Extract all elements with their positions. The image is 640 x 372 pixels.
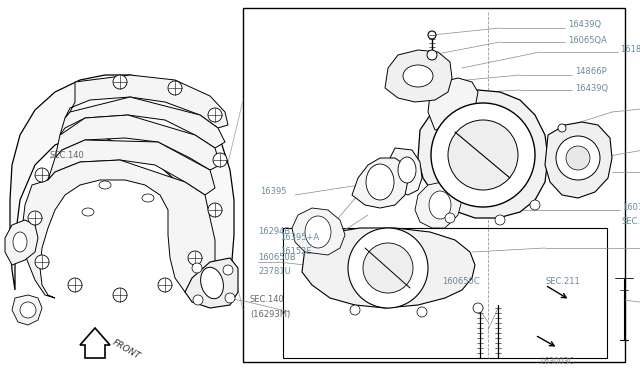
Circle shape — [363, 243, 413, 293]
Circle shape — [225, 293, 235, 303]
Circle shape — [431, 103, 535, 207]
Ellipse shape — [398, 157, 416, 183]
Ellipse shape — [403, 65, 433, 87]
Polygon shape — [418, 90, 548, 218]
Text: SEC.211: SEC.211 — [545, 278, 580, 286]
Circle shape — [495, 215, 505, 225]
Polygon shape — [55, 115, 220, 170]
Circle shape — [556, 136, 600, 180]
Text: SEC.211: SEC.211 — [622, 218, 640, 227]
Text: 16439Q: 16439Q — [575, 83, 608, 93]
Text: 14866P: 14866P — [575, 67, 607, 77]
Text: 16395: 16395 — [260, 187, 287, 196]
Bar — [283, 228, 607, 358]
Circle shape — [530, 200, 540, 210]
Ellipse shape — [429, 191, 451, 219]
Circle shape — [35, 255, 49, 269]
Text: 160650C: 160650C — [442, 278, 479, 286]
Text: 16076M: 16076M — [622, 203, 640, 212]
Text: 16395+A: 16395+A — [280, 234, 319, 243]
Text: SEC.140: SEC.140 — [50, 151, 84, 160]
Circle shape — [348, 228, 428, 308]
Polygon shape — [352, 158, 408, 208]
Circle shape — [28, 211, 42, 225]
Circle shape — [113, 288, 127, 302]
Circle shape — [158, 278, 172, 292]
Circle shape — [208, 108, 222, 122]
Bar — [243, 8, 625, 362]
Circle shape — [208, 203, 222, 217]
Polygon shape — [22, 160, 215, 298]
Polygon shape — [80, 328, 110, 358]
Circle shape — [473, 303, 483, 313]
Text: (16293M): (16293M) — [250, 311, 291, 320]
Circle shape — [188, 251, 202, 265]
Ellipse shape — [305, 216, 331, 248]
Polygon shape — [302, 228, 475, 308]
Circle shape — [223, 265, 233, 275]
Ellipse shape — [200, 267, 223, 299]
Polygon shape — [60, 97, 225, 148]
Polygon shape — [428, 78, 478, 130]
Text: 16439Q: 16439Q — [568, 20, 601, 29]
Polygon shape — [12, 295, 42, 325]
Ellipse shape — [13, 232, 27, 252]
Polygon shape — [385, 50, 452, 102]
Ellipse shape — [366, 164, 394, 200]
Circle shape — [350, 305, 360, 315]
Polygon shape — [10, 75, 234, 295]
Circle shape — [68, 278, 82, 292]
Circle shape — [448, 120, 518, 190]
Circle shape — [20, 302, 36, 318]
Text: SEC.140: SEC.140 — [250, 295, 285, 305]
Polygon shape — [65, 75, 228, 128]
Circle shape — [428, 31, 436, 39]
Circle shape — [558, 124, 566, 132]
Text: 160650B: 160650B — [258, 253, 296, 263]
Polygon shape — [545, 122, 612, 198]
Ellipse shape — [82, 208, 94, 216]
Ellipse shape — [99, 181, 111, 189]
Circle shape — [113, 75, 127, 89]
Circle shape — [566, 146, 590, 170]
Circle shape — [193, 295, 203, 305]
Text: 16294B: 16294B — [258, 228, 291, 237]
Polygon shape — [415, 182, 462, 228]
Polygon shape — [185, 258, 238, 308]
Text: L63003C: L63003C — [540, 357, 574, 366]
Polygon shape — [5, 220, 38, 265]
Text: 16152E: 16152E — [280, 247, 312, 257]
Polygon shape — [388, 148, 422, 195]
Text: 16065QA: 16065QA — [568, 35, 607, 45]
Text: 23781U: 23781U — [258, 267, 291, 276]
Circle shape — [417, 307, 427, 317]
Text: FRONT: FRONT — [111, 338, 142, 361]
Circle shape — [427, 50, 437, 60]
Circle shape — [192, 263, 202, 273]
Ellipse shape — [142, 194, 154, 202]
Text: 16182N: 16182N — [620, 45, 640, 55]
Polygon shape — [48, 140, 215, 195]
Polygon shape — [292, 208, 345, 255]
Circle shape — [445, 213, 455, 223]
Circle shape — [213, 153, 227, 167]
Circle shape — [35, 168, 49, 182]
Circle shape — [168, 81, 182, 95]
